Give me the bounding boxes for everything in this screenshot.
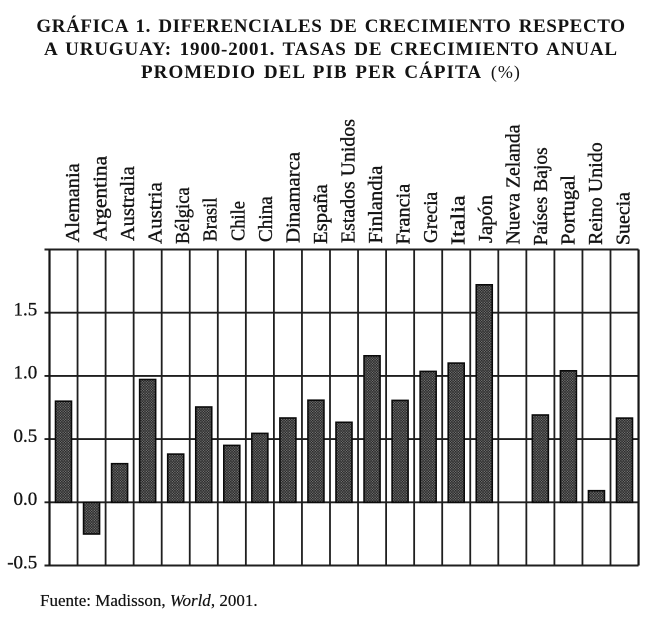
svg-text:Estados Unidos: Estados Unidos: [337, 119, 359, 243]
svg-text:China: China: [255, 196, 277, 242]
svg-text:Grecia: Grecia: [420, 192, 442, 243]
svg-text:Bélgica: Bélgica: [172, 187, 194, 244]
svg-text:1.0: 1.0: [14, 363, 38, 384]
svg-text:Portugal: Portugal: [558, 175, 580, 245]
svg-text:Alemania: Alemania: [62, 163, 84, 242]
svg-text:España: España: [310, 184, 332, 244]
svg-text:Argentina: Argentina: [90, 156, 112, 241]
svg-text:Chile: Chile: [227, 201, 249, 241]
svg-text:Austria: Austria: [145, 182, 167, 244]
svg-text:Brasil: Brasil: [200, 197, 222, 241]
svg-text:Dinamarca: Dinamarca: [282, 152, 304, 243]
svg-text:Francia: Francia: [392, 184, 414, 245]
svg-text:0.0: 0.0: [14, 489, 38, 510]
svg-text:Países Bajos: Países Bajos: [530, 147, 552, 245]
svg-text:1.5: 1.5: [14, 300, 38, 321]
svg-text:Italia: Italia: [447, 195, 469, 245]
svg-text:-0.5: -0.5: [7, 552, 37, 573]
svg-text:Suecia: Suecia: [613, 192, 635, 245]
svg-text:Finlandia: Finlandia: [365, 166, 387, 244]
svg-text:Japón: Japón: [475, 195, 497, 243]
svg-text:Australia: Australia: [117, 166, 139, 241]
svg-text:0.5: 0.5: [14, 426, 38, 447]
svg-text:Nueva Zelanda: Nueva Zelanda: [503, 125, 525, 245]
svg-text:Reino Unido: Reino Unido: [585, 142, 607, 245]
